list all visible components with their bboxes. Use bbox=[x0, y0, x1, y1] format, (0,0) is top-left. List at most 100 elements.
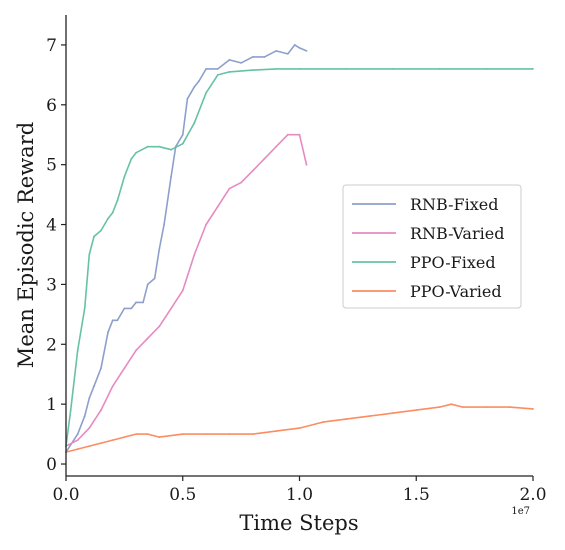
data-point bbox=[100, 229, 102, 232]
y-tick-label: 2 bbox=[46, 335, 57, 355]
data-point bbox=[181, 289, 184, 292]
data-point bbox=[111, 439, 114, 441]
data-point bbox=[76, 448, 79, 450]
x-tick-label: 1.5 bbox=[403, 485, 430, 505]
data-point bbox=[240, 181, 243, 184]
data-point bbox=[251, 56, 254, 58]
data-point bbox=[298, 47, 301, 49]
data-point bbox=[111, 319, 114, 322]
data-point bbox=[100, 367, 102, 370]
data-point bbox=[216, 68, 219, 70]
data-point bbox=[107, 331, 109, 334]
data-point bbox=[286, 133, 289, 136]
data-point bbox=[116, 199, 119, 202]
data-point bbox=[485, 406, 488, 408]
data-point bbox=[228, 187, 231, 190]
data-point bbox=[186, 97, 189, 100]
data-point bbox=[107, 217, 109, 220]
data-point bbox=[163, 223, 166, 226]
data-point bbox=[69, 409, 72, 411]
data-point bbox=[450, 403, 453, 406]
data-point bbox=[158, 325, 161, 328]
data-point bbox=[181, 433, 184, 435]
data-point bbox=[508, 406, 511, 408]
data-point bbox=[170, 148, 173, 151]
y-tick-label: 5 bbox=[46, 156, 57, 176]
data-point bbox=[123, 367, 126, 370]
data-point bbox=[181, 133, 184, 136]
legend-label: RNB-Fixed bbox=[410, 195, 498, 214]
data-point bbox=[228, 433, 231, 435]
data-point bbox=[293, 44, 296, 46]
data-point bbox=[251, 69, 254, 71]
data-point bbox=[135, 433, 138, 435]
data-point bbox=[146, 145, 149, 148]
data-point bbox=[193, 121, 196, 124]
data-point bbox=[275, 430, 277, 432]
data-point bbox=[205, 68, 208, 70]
y-tick-label: 0 bbox=[46, 455, 57, 475]
data-point bbox=[322, 421, 324, 423]
y-tick-label: 1 bbox=[46, 395, 57, 415]
data-point bbox=[193, 253, 196, 256]
legend-label: PPO-Varied bbox=[410, 282, 502, 301]
data-point bbox=[135, 349, 138, 352]
data-point bbox=[275, 145, 277, 148]
legend-label: PPO-Fixed bbox=[410, 253, 496, 272]
data-point bbox=[111, 211, 114, 214]
x-tick-label: 0.0 bbox=[52, 485, 79, 505]
data-point bbox=[123, 436, 126, 438]
data-point bbox=[111, 385, 114, 388]
data-point bbox=[100, 442, 102, 444]
data-point bbox=[305, 163, 308, 166]
y-tick-label: 3 bbox=[46, 275, 57, 295]
series-line bbox=[65, 403, 534, 453]
data-point bbox=[130, 307, 133, 310]
data-point bbox=[181, 142, 184, 145]
data-point bbox=[88, 427, 91, 429]
data-point bbox=[251, 169, 254, 172]
data-point bbox=[116, 319, 119, 322]
x-tick-label: 0.5 bbox=[169, 485, 196, 505]
data-point bbox=[76, 439, 79, 441]
y-axis-label: Mean Episodic Reward bbox=[14, 122, 38, 368]
data-point bbox=[532, 408, 534, 410]
data-point bbox=[135, 301, 138, 304]
legend: RNB-Fixed RNB-Varied PPO-Fixed PPO-Varied bbox=[342, 184, 522, 309]
data-point bbox=[275, 68, 277, 70]
legend-label: RNB-Varied bbox=[410, 224, 504, 243]
data-point bbox=[216, 205, 219, 208]
data-point bbox=[88, 397, 91, 400]
data-point bbox=[228, 71, 231, 73]
data-point bbox=[93, 235, 95, 238]
data-point bbox=[88, 445, 91, 447]
series-line bbox=[65, 44, 307, 453]
data-point bbox=[76, 349, 79, 352]
y-tick-label: 6 bbox=[46, 96, 57, 116]
data-point bbox=[263, 56, 266, 58]
data-point bbox=[305, 50, 308, 52]
data-point bbox=[198, 80, 201, 82]
data-point bbox=[286, 53, 289, 55]
data-point bbox=[76, 433, 79, 435]
series-rnb-fixed bbox=[65, 44, 308, 453]
data-point bbox=[368, 415, 371, 417]
data-point bbox=[263, 157, 266, 160]
data-point bbox=[170, 175, 173, 178]
data-point bbox=[158, 247, 161, 250]
data-point bbox=[485, 68, 488, 70]
series-ppo-varied bbox=[65, 403, 534, 453]
data-point bbox=[158, 145, 161, 148]
data-point bbox=[83, 307, 86, 310]
data-point bbox=[146, 433, 149, 435]
data-point bbox=[83, 415, 86, 417]
data-point bbox=[123, 307, 126, 310]
series-line bbox=[65, 133, 308, 447]
data-point bbox=[193, 85, 196, 88]
ticks: 0.0 0.5 1.0 1.5 2.0 0 1 2 3 4 5 6 7 bbox=[46, 36, 546, 505]
data-point bbox=[438, 68, 441, 70]
data-point bbox=[216, 74, 219, 76]
data-point bbox=[298, 133, 301, 136]
y-tick-label: 4 bbox=[46, 216, 57, 236]
data-point bbox=[135, 151, 138, 154]
